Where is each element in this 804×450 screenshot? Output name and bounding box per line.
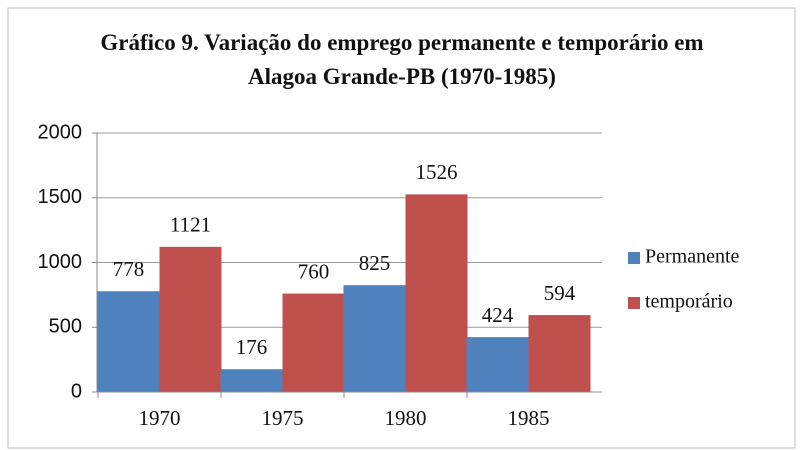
bar (159, 246, 222, 392)
data-label: 825 (359, 251, 391, 275)
chart-border (7, 7, 796, 449)
data-label: 176 (236, 335, 268, 359)
legend-swatch (628, 297, 640, 309)
chart-title: Gráfico 9. Variação do emprego permanent… (100, 30, 704, 89)
data-label: 1526 (416, 160, 458, 184)
data-label: 760 (298, 259, 330, 283)
x-tick-label: 1975 (262, 406, 304, 430)
x-tick-label: 1980 (385, 406, 427, 430)
y-tick-label: 1000 (38, 251, 83, 273)
y-tick-label: 2000 (38, 121, 83, 143)
x-tick-label: 1985 (508, 406, 550, 430)
bar (405, 194, 468, 392)
bar (97, 291, 160, 392)
data-label: 424 (482, 303, 514, 327)
y-tick-label: 1500 (38, 186, 83, 208)
data-label: 1121 (170, 213, 211, 237)
data-label: 594 (544, 281, 576, 305)
bar (466, 337, 529, 392)
data-label: 778 (113, 257, 145, 281)
bar (528, 315, 591, 392)
legend-swatch (628, 252, 640, 264)
y-tick-label: 0 (71, 380, 82, 402)
bar (282, 293, 345, 392)
y-tick-label: 500 (49, 316, 82, 338)
legend-label: temporário (645, 291, 733, 313)
bar (220, 369, 283, 392)
x-tick-label: 1970 (139, 406, 181, 430)
bar (343, 285, 406, 392)
legend-label: Permanente (645, 246, 740, 268)
